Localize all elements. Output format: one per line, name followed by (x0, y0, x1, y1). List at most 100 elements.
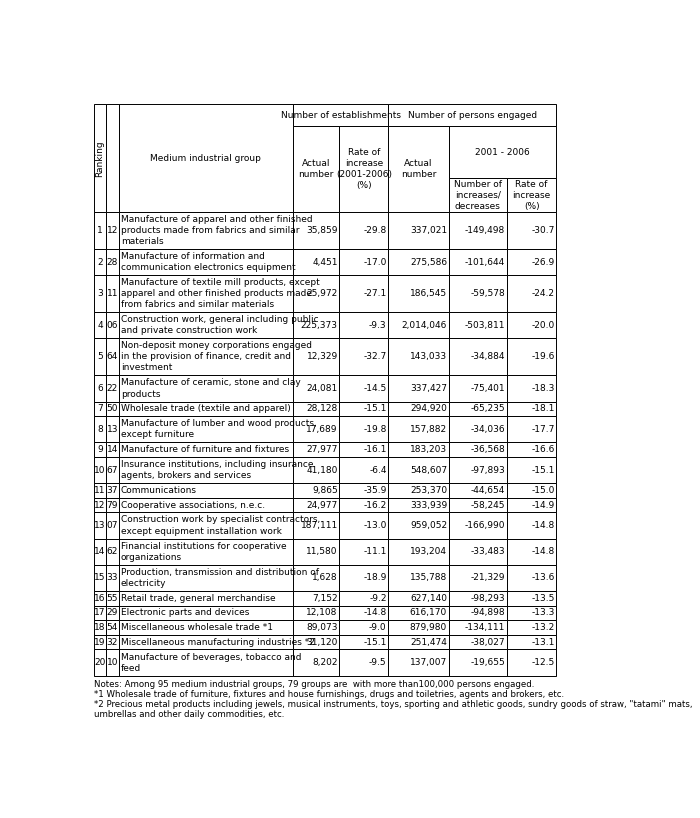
Text: 275,586: 275,586 (410, 258, 447, 267)
Text: -11.1: -11.1 (363, 547, 386, 556)
Text: -15.1: -15.1 (363, 404, 386, 413)
Bar (118, 402, 293, 416)
Text: Wholesale trade (textile and apparel): Wholesale trade (textile and apparel) (121, 404, 290, 413)
Bar (340, 375, 389, 402)
Bar (118, 212, 293, 249)
Bar (293, 538, 340, 564)
Text: 294,920: 294,920 (410, 404, 447, 413)
Text: 548,607: 548,607 (410, 465, 447, 474)
Text: -149,498: -149,498 (465, 226, 505, 235)
Bar (293, 375, 340, 402)
Bar (293, 498, 340, 512)
Bar (106, 498, 118, 512)
Bar (293, 276, 340, 312)
Bar (293, 605, 340, 620)
Text: -18.3: -18.3 (531, 384, 555, 393)
Bar (118, 312, 293, 339)
Text: -13.5: -13.5 (531, 594, 555, 603)
Text: 62: 62 (106, 547, 118, 556)
Text: 11: 11 (94, 486, 106, 495)
Bar (340, 457, 389, 483)
Text: 193,204: 193,204 (410, 547, 447, 556)
Text: 6: 6 (97, 384, 103, 393)
Text: Construction work by specialist contractors,
except equipment installation work: Construction work by specialist contract… (121, 515, 320, 536)
Text: -14.9: -14.9 (531, 501, 555, 510)
Text: 12,329: 12,329 (307, 353, 338, 362)
Bar (94, 105, 106, 212)
Text: -13.3: -13.3 (531, 609, 555, 618)
Text: 253,370: 253,370 (410, 486, 447, 495)
Bar (118, 649, 293, 676)
Bar (106, 538, 118, 564)
Bar (507, 498, 556, 512)
Text: Number of persons engaged: Number of persons engaged (407, 110, 537, 119)
Text: Number of
increases/
decreases: Number of increases/ decreases (454, 180, 502, 211)
Text: 7: 7 (97, 404, 103, 413)
Text: -101,644: -101,644 (465, 258, 505, 267)
Bar (449, 538, 507, 564)
Bar (507, 402, 556, 416)
Text: -29.8: -29.8 (363, 226, 386, 235)
Text: 183,203: 183,203 (410, 445, 447, 454)
Text: *1 Wholesale trade of furniture, fixtures and house furnishings, drugs and toile: *1 Wholesale trade of furniture, fixture… (94, 690, 564, 699)
Text: 20: 20 (94, 658, 106, 667)
Bar (507, 649, 556, 676)
Bar (106, 312, 118, 339)
Bar (507, 276, 556, 312)
Text: -503,811: -503,811 (465, 321, 505, 330)
Bar (118, 416, 293, 443)
Text: 67: 67 (106, 465, 118, 474)
Text: 79: 79 (106, 501, 118, 510)
Text: Manufacture of textile mill products, except
apparel and other finished products: Manufacture of textile mill products, ex… (121, 278, 320, 309)
Text: Retail trade, general merchandise: Retail trade, general merchandise (121, 594, 275, 603)
Text: -21,329: -21,329 (470, 573, 505, 582)
Bar (449, 375, 507, 402)
Text: Actual
number: Actual number (400, 159, 436, 179)
Text: 135,788: 135,788 (410, 573, 447, 582)
Text: Actual
number: Actual number (298, 159, 334, 179)
Bar (507, 178, 556, 212)
Text: 186,545: 186,545 (410, 290, 447, 299)
Bar (94, 402, 106, 416)
Bar (389, 276, 449, 312)
Bar (507, 591, 556, 605)
Bar (106, 457, 118, 483)
Text: 19: 19 (94, 638, 106, 647)
Text: -9.3: -9.3 (369, 321, 386, 330)
Bar (389, 649, 449, 676)
Text: 12,108: 12,108 (307, 609, 338, 618)
Bar (293, 249, 340, 276)
Text: -24.2: -24.2 (532, 290, 555, 299)
Bar (340, 339, 389, 375)
Text: -34,884: -34,884 (470, 353, 505, 362)
Text: 18: 18 (94, 623, 106, 632)
Bar (293, 339, 340, 375)
Text: -13.0: -13.0 (363, 521, 386, 530)
Text: 2: 2 (97, 258, 103, 267)
Bar (94, 605, 106, 620)
Bar (293, 443, 340, 457)
Bar (118, 483, 293, 498)
Text: 11,580: 11,580 (307, 547, 338, 556)
Text: Manufacture of lumber and wood products,
except furniture: Manufacture of lumber and wood products,… (121, 419, 316, 439)
Bar (106, 339, 118, 375)
Bar (106, 635, 118, 649)
Bar (389, 126, 449, 212)
Text: -16.6: -16.6 (531, 445, 555, 454)
Text: -19.8: -19.8 (363, 425, 386, 434)
Bar (118, 339, 293, 375)
Text: Ranking: Ranking (95, 140, 104, 177)
Text: -36,568: -36,568 (470, 445, 505, 454)
Text: -17.7: -17.7 (531, 425, 555, 434)
Text: 14: 14 (106, 445, 118, 454)
Text: 12: 12 (106, 226, 118, 235)
Bar (293, 312, 340, 339)
Bar (118, 105, 293, 212)
Bar (340, 416, 389, 443)
Bar (507, 635, 556, 649)
Bar (507, 443, 556, 457)
Bar (340, 212, 389, 249)
Bar (106, 375, 118, 402)
Text: -12.5: -12.5 (531, 658, 555, 667)
Bar (94, 512, 106, 538)
